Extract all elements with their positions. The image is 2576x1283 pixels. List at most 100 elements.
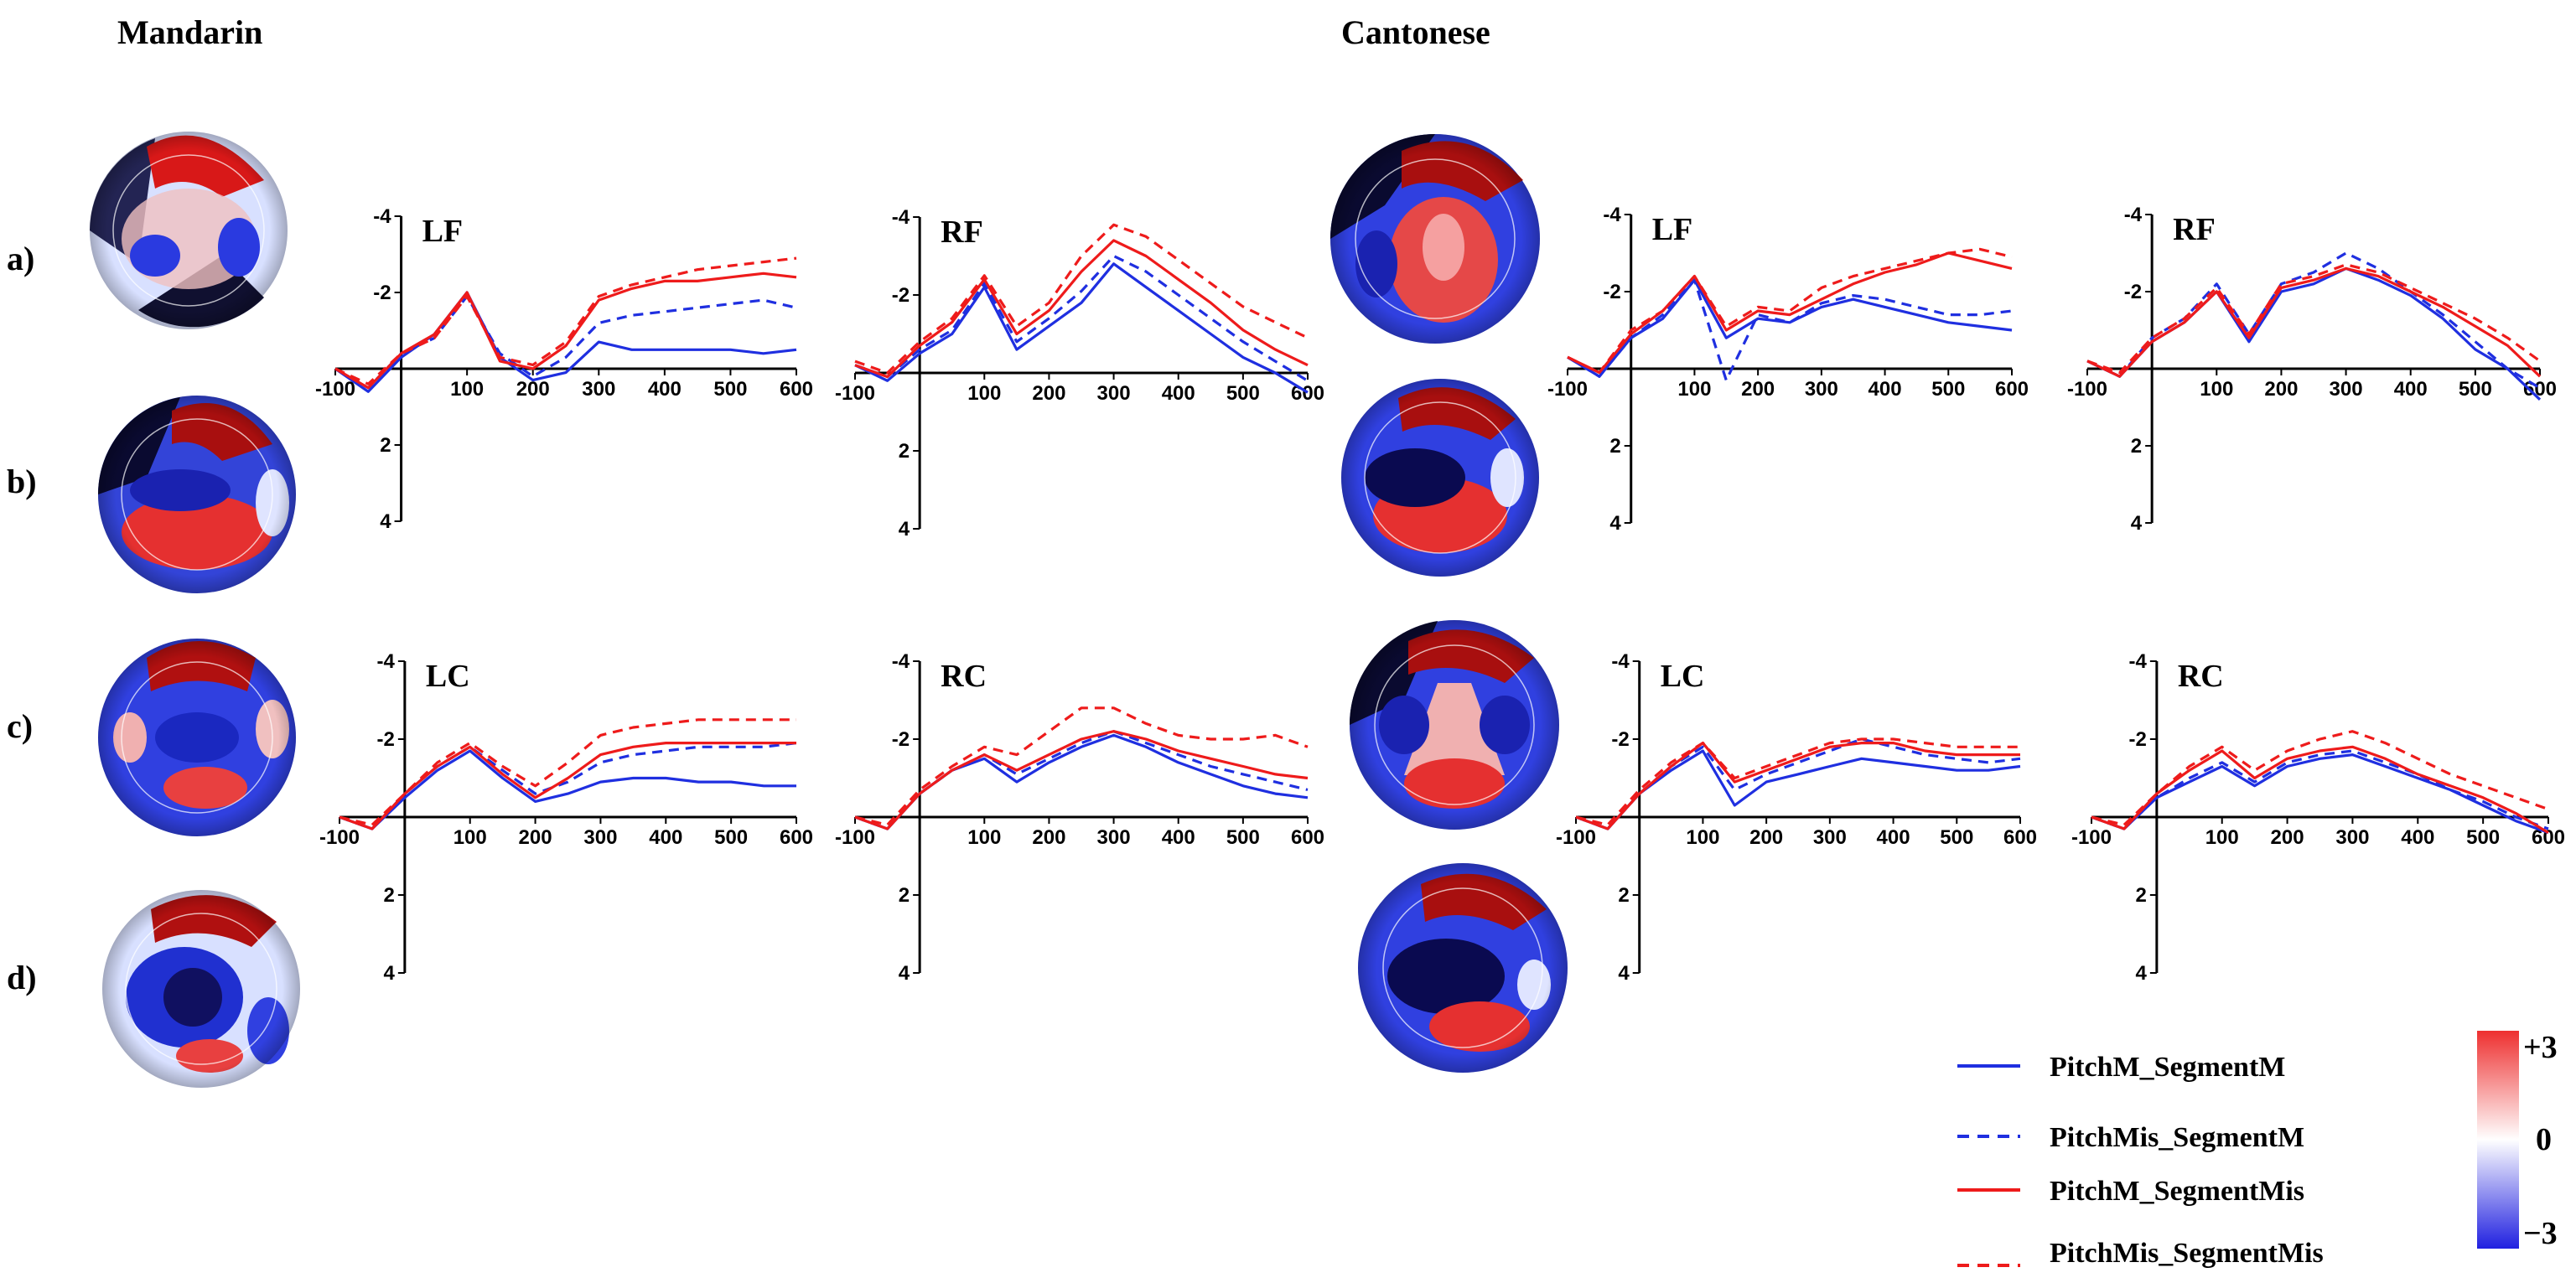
- erp-plot-cantonese-lf: LF -100 100 200 300 400 500 600 -4 -2 2 4: [1547, 204, 2029, 535]
- series-line: [1567, 247, 2013, 375]
- x-tick-label: -100: [1556, 826, 1596, 849]
- y-tick-label: -2: [1611, 728, 1629, 751]
- series-line: [854, 730, 1309, 830]
- y-tick-label: -4: [2129, 650, 2148, 673]
- x-tick-label: 400: [649, 826, 682, 849]
- y-tick-label: 2: [1618, 884, 1629, 907]
- plot-title: LF: [1652, 212, 1693, 247]
- colorbar-mid-label: 0: [2536, 1122, 2552, 1157]
- x-tick-label: 200: [519, 826, 552, 849]
- series-line: [334, 291, 797, 393]
- y-tick-label: -4: [377, 650, 396, 673]
- erp-plot-cantonese-lc: LC -100 100 200 300 400 500 600 -4 -2 2 4: [1556, 650, 2037, 985]
- topomap-cantonese-d: [1358, 863, 1568, 1073]
- y-tick-label: -4: [1603, 204, 1621, 226]
- erp-plot-mandarin-rc: RC -100 100 200 300 400 500 600 -4 -2 2 4: [835, 650, 1324, 985]
- plot-title: RF: [2173, 212, 2216, 247]
- plot-title: LC: [1661, 659, 1705, 694]
- y-tick-label: -4: [892, 650, 910, 673]
- y-tick-label: -4: [892, 206, 910, 229]
- row-label-c: c): [7, 707, 33, 745]
- x-tick-label: 500: [1931, 378, 1965, 401]
- series-line: [2091, 749, 2549, 830]
- x-tick-label: -100: [835, 382, 875, 405]
- y-tick-label: 4: [2131, 512, 2143, 535]
- series-line: [854, 262, 1309, 394]
- y-tick-label: 4: [899, 518, 910, 541]
- series-line: [2086, 263, 2541, 375]
- y-tick-label: 2: [2135, 884, 2146, 907]
- y-tick-label: 4: [1618, 962, 1630, 985]
- y-tick-label: -2: [1603, 281, 1620, 303]
- series-line: [334, 272, 797, 390]
- x-tick-label: 600: [780, 826, 813, 849]
- y-tick-label: 2: [380, 434, 391, 457]
- colorbar: +3 0 −3: [2477, 1030, 2558, 1251]
- x-tick-label: 400: [2394, 378, 2428, 401]
- x-tick-label: 400: [2401, 826, 2434, 849]
- erp-plot-cantonese-rc: RC -100 100 200 300 400 500 600 -4 -2 2 4: [2071, 650, 2565, 985]
- row-label-d: d): [7, 959, 37, 996]
- x-tick-label: 200: [1741, 378, 1775, 401]
- series-line: [2086, 266, 2542, 378]
- x-tick-label: -100: [319, 826, 360, 849]
- topomap-cantonese-c: [1349, 620, 1559, 830]
- x-tick-label: 100: [1686, 826, 1719, 849]
- y-tick-label: -4: [373, 205, 391, 228]
- x-tick-label: 100: [454, 826, 487, 849]
- x-tick-label: 500: [714, 826, 748, 849]
- plot-title: LF: [422, 214, 464, 249]
- series-line: [339, 749, 796, 830]
- x-tick-label: 100: [967, 382, 1001, 405]
- series-line: [1575, 737, 2020, 826]
- erp-plot-mandarin-rf: RF-100 100 200 300 400 500 600-4-224: [835, 206, 1324, 541]
- y-tick-label: 4: [899, 962, 910, 985]
- x-tick-label: 600: [1995, 378, 2029, 401]
- language-title-mandarin: Mandarin: [117, 13, 262, 51]
- topomap-cantonese-a: [1330, 134, 1540, 344]
- legend-item: PitchMis_SegmentMis: [1957, 1238, 2324, 1269]
- y-tick-label: -4: [2124, 204, 2143, 226]
- language-title-cantonese: Cantonese: [1341, 13, 1490, 51]
- plot-title: RF: [941, 215, 983, 250]
- x-tick-label: 400: [1869, 378, 1902, 401]
- series-line: [854, 733, 1309, 830]
- series-line: [1575, 737, 2021, 830]
- y-tick-label: 2: [899, 884, 910, 907]
- x-tick-label: 600: [2003, 826, 2037, 849]
- topomap-cantonese-b: [1341, 379, 1539, 577]
- x-tick-label: 500: [2466, 826, 2500, 849]
- x-tick-label: 200: [2271, 826, 2304, 849]
- y-tick-label: -2: [892, 728, 910, 751]
- y-tick-label: -2: [2124, 281, 2142, 303]
- x-tick-label: 200: [516, 378, 550, 401]
- x-tick-label: 300: [1097, 382, 1131, 405]
- legend-label: PitchMis_SegmentM: [2050, 1122, 2304, 1153]
- legend-label: PitchMis_SegmentMis: [2050, 1238, 2324, 1269]
- y-tick-label: 2: [899, 440, 910, 463]
- y-tick-label: 4: [1609, 512, 1621, 535]
- series-line: [1567, 278, 2013, 382]
- x-tick-label: 500: [1226, 382, 1260, 405]
- y-tick-label: 4: [383, 962, 395, 985]
- plot-title: LC: [426, 659, 470, 694]
- series-line: [339, 718, 796, 826]
- legend: PitchM_SegmentM PitchMis_SegmentM PitchM…: [1957, 1052, 2324, 1269]
- series-line: [2086, 251, 2541, 390]
- x-tick-label: 100: [450, 378, 484, 401]
- y-tick-label: 4: [380, 510, 391, 533]
- topomap-mandarin-a: [90, 132, 288, 329]
- x-tick-label: 200: [2264, 378, 2298, 401]
- series-line: [2091, 730, 2549, 826]
- x-tick-label: 300: [2330, 378, 2363, 401]
- x-tick-label: 500: [1940, 826, 1973, 849]
- y-tick-label: -2: [373, 282, 391, 304]
- y-tick-label: -2: [377, 728, 395, 751]
- legend-item: PitchMis_SegmentM: [1957, 1122, 2304, 1153]
- x-tick-label: 300: [1097, 826, 1131, 849]
- topomap-mandarin-d: [102, 890, 300, 1088]
- y-tick-label: -4: [1611, 650, 1630, 673]
- erp-plot-mandarin-lf: LF -100 100 200 300 400 500 600 -4 -2 2 4: [315, 205, 813, 533]
- x-tick-label: 600: [1291, 826, 1324, 849]
